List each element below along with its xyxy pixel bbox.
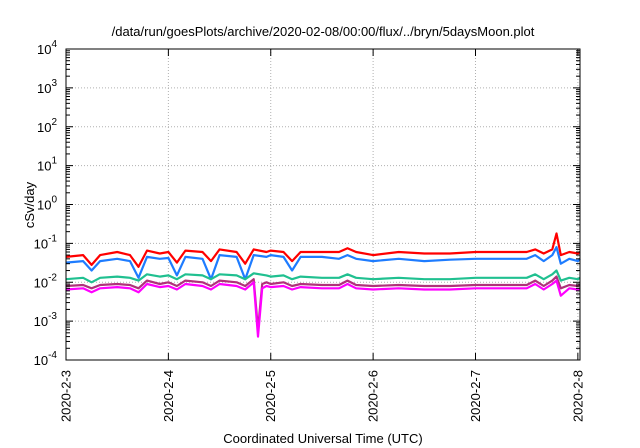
y-tick-label: 100 (37, 195, 57, 213)
y-tick-base: 10 (34, 275, 48, 290)
series-layer (65, 232, 581, 338)
x-tick-label: 2020-2-5 (263, 370, 278, 422)
y-tick-label: 10-3 (34, 311, 58, 329)
y-tick-base: 10 (37, 81, 51, 96)
y-tick-label: 101 (37, 156, 57, 174)
y-tick-base: 10 (37, 198, 51, 213)
x-tick-label: 2020-2-3 (59, 370, 74, 422)
y-tick-exponent: -2 (48, 272, 57, 283)
y-tick-base: 10 (37, 42, 51, 57)
series-line-1 (65, 232, 581, 268)
y-tick-exponent: 1 (51, 156, 57, 167)
chart-title: /data/run/goesPlots/archive/2020-02-08/0… (112, 24, 535, 39)
grid (66, 49, 580, 360)
y-tick-exponent: 3 (51, 78, 57, 89)
y-tick-exponent: 0 (51, 195, 57, 206)
y-tick-label: 103 (37, 78, 57, 96)
x-tick-label: 2020-2-7 (468, 370, 483, 422)
x-axis-label: Coordinated Universal Time (UTC) (223, 431, 422, 446)
y-tick-base: 10 (34, 353, 48, 368)
y-tick-exponent: 4 (51, 39, 57, 50)
y-tick-base: 10 (34, 314, 48, 329)
series-line-5 (65, 279, 581, 338)
series-line-4 (65, 275, 581, 331)
y-tick-base: 10 (34, 236, 48, 251)
y-tick-label: 104 (37, 39, 57, 57)
x-tick-label: 2020-2-4 (161, 370, 176, 422)
y-tick-exponent: 2 (51, 117, 57, 128)
x-tick-label: 2020-2-6 (366, 370, 381, 422)
series-line-3 (65, 269, 581, 284)
y-tick-label: 10-4 (34, 350, 58, 368)
y-tick-exponent: -3 (48, 311, 57, 322)
x-tick-label: 2020-2-8 (570, 370, 585, 422)
y-tick-label: 10-2 (34, 272, 58, 290)
y-tick-exponent: -4 (48, 350, 57, 361)
x-axis: 2020-2-3 2020-2-4 2020-2-5 2020-2-6 2020-2-7… (59, 49, 585, 422)
series-line-2 (65, 246, 581, 281)
plot-frame (65, 48, 581, 361)
y-tick-base: 10 (37, 159, 51, 174)
y-tick-label: 10-1 (34, 233, 58, 251)
y-tick-exponent: -1 (48, 233, 57, 244)
y-axis-label: cSv/day (22, 181, 37, 228)
y-tick-label: 102 (37, 117, 57, 135)
y-tick-base: 10 (37, 120, 51, 135)
